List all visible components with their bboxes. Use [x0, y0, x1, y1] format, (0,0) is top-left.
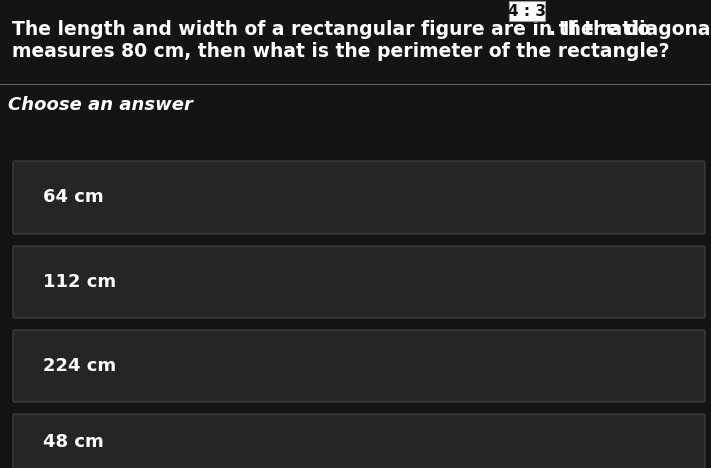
FancyBboxPatch shape [13, 330, 705, 402]
Text: The length and width of a rectangular figure are in the ratio: The length and width of a rectangular fi… [12, 20, 657, 39]
FancyBboxPatch shape [13, 161, 705, 234]
FancyBboxPatch shape [13, 414, 705, 468]
Text: 64 cm: 64 cm [43, 189, 104, 206]
Text: 112 cm: 112 cm [43, 273, 116, 291]
Text: 4 : 3: 4 : 3 [508, 3, 546, 19]
FancyBboxPatch shape [509, 1, 545, 21]
Text: 224 cm: 224 cm [43, 357, 116, 375]
Text: measures 80 cm, then what is the perimeter of the rectangle?: measures 80 cm, then what is the perimet… [12, 42, 670, 61]
Text: Choose an answer: Choose an answer [8, 96, 193, 114]
Text: . If the diagonal: . If the diagonal [549, 20, 711, 39]
Text: 48 cm: 48 cm [43, 433, 104, 451]
FancyBboxPatch shape [13, 246, 705, 318]
